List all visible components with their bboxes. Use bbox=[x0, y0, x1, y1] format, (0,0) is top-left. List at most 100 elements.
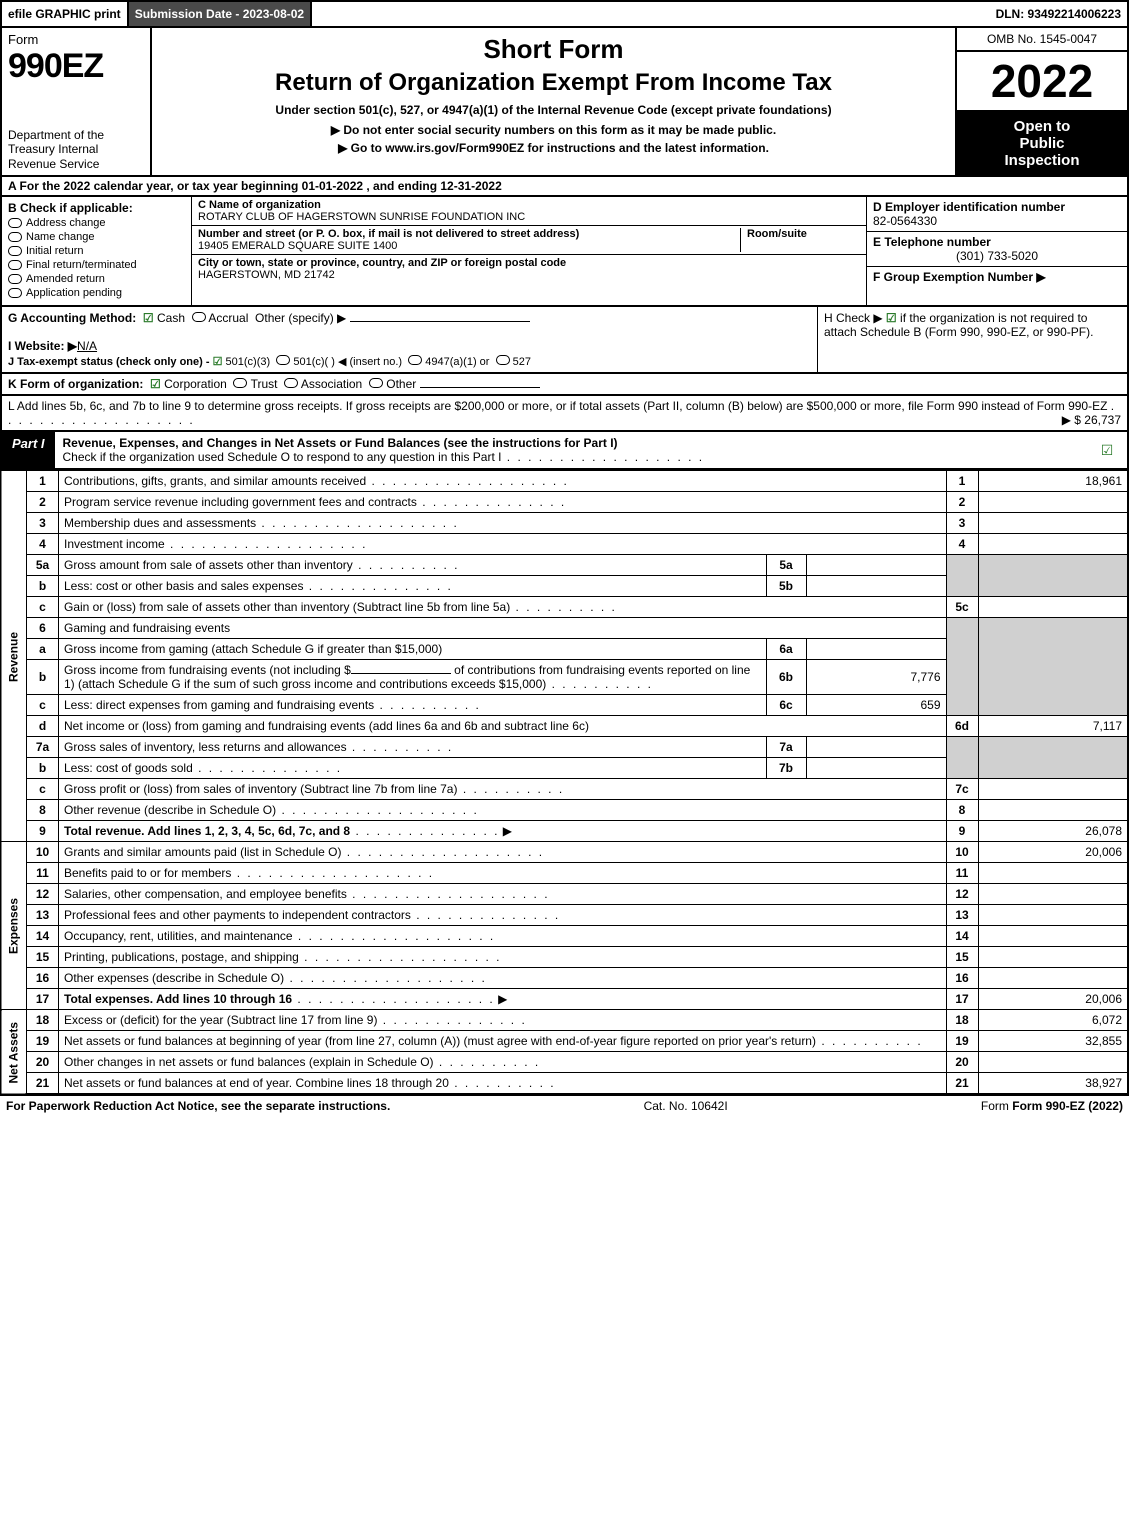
ln-6d: d bbox=[27, 716, 59, 737]
footer-left: For Paperwork Reduction Act Notice, see … bbox=[6, 1099, 390, 1113]
line-1-desc: Contributions, gifts, grants, and simila… bbox=[64, 474, 366, 488]
line-2-desc: Program service revenue including govern… bbox=[64, 495, 417, 509]
part-1-checkbox[interactable]: ☑ bbox=[1087, 432, 1127, 468]
shade-7 bbox=[946, 737, 978, 779]
ln-4: 4 bbox=[27, 534, 59, 555]
efile-print[interactable]: efile GRAPHIC print bbox=[2, 2, 129, 26]
lncol-11: 11 bbox=[946, 863, 978, 884]
short-form-title: Short Form bbox=[162, 34, 945, 65]
lbl-application-pending: Application pending bbox=[26, 287, 122, 299]
line-6c-subamt: 659 bbox=[806, 695, 946, 716]
lncol-3: 3 bbox=[946, 513, 978, 534]
ln-1: 1 bbox=[27, 471, 59, 492]
open-line3: Inspection bbox=[961, 152, 1123, 169]
form-table: Revenue 1 Contributions, gifts, grants, … bbox=[0, 470, 1129, 1095]
line-21-amt: 38,927 bbox=[978, 1073, 1128, 1095]
lncol-4: 4 bbox=[946, 534, 978, 555]
ln-6c: c bbox=[27, 695, 59, 716]
lncol-14: 14 bbox=[946, 926, 978, 947]
ln-21: 21 bbox=[27, 1073, 59, 1095]
ln-5c: c bbox=[27, 597, 59, 618]
lncol-15: 15 bbox=[946, 947, 978, 968]
subln-6c: 6c bbox=[766, 695, 806, 716]
line-8-amt bbox=[978, 800, 1128, 821]
lncol-6d: 6d bbox=[946, 716, 978, 737]
chk-trust[interactable] bbox=[233, 378, 247, 388]
page-footer: For Paperwork Reduction Act Notice, see … bbox=[0, 1095, 1129, 1116]
header-left: Form 990EZ Department of the Treasury In… bbox=[2, 28, 152, 175]
chk-address-change[interactable] bbox=[8, 218, 22, 228]
line-14-amt bbox=[978, 926, 1128, 947]
ln-6b: b bbox=[27, 660, 59, 695]
k-assoc: Association bbox=[301, 377, 362, 391]
line-7c-amt bbox=[978, 779, 1128, 800]
return-title: Return of Organization Exempt From Incom… bbox=[162, 69, 945, 97]
ln-6a: a bbox=[27, 639, 59, 660]
city-label: City or town, state or province, country… bbox=[198, 257, 566, 269]
e-phone-label: E Telephone number bbox=[873, 235, 991, 249]
shade-6 bbox=[946, 618, 978, 716]
ln-15: 15 bbox=[27, 947, 59, 968]
line-6d-desc: Net income or (loss) from gaming and fun… bbox=[64, 719, 589, 733]
chk-501c3-icon: ☑ bbox=[213, 356, 223, 368]
chk-application-pending[interactable] bbox=[8, 288, 22, 298]
chk-other-org[interactable] bbox=[369, 378, 383, 388]
lncol-10: 10 bbox=[946, 842, 978, 863]
l-text: L Add lines 5b, 6c, and 7b to line 9 to … bbox=[8, 399, 1107, 413]
chk-cash-icon: ☑ bbox=[143, 311, 154, 325]
subln-6b: 6b bbox=[766, 660, 806, 695]
ln-20: 20 bbox=[27, 1052, 59, 1073]
k-corp: Corporation bbox=[164, 377, 227, 391]
open-line1: Open to bbox=[961, 118, 1123, 135]
lbl-address-change: Address change bbox=[26, 217, 106, 229]
lncol-12: 12 bbox=[946, 884, 978, 905]
subln-7b: 7b bbox=[766, 758, 806, 779]
top-bar: efile GRAPHIC print Submission Date - 20… bbox=[0, 0, 1129, 28]
line-18-amt: 6,072 bbox=[978, 1010, 1128, 1031]
chk-h-icon: ☑ bbox=[886, 311, 897, 325]
line-15-amt bbox=[978, 947, 1128, 968]
chk-527[interactable] bbox=[496, 355, 510, 365]
line-10-amt: 20,006 bbox=[978, 842, 1128, 863]
header-center: Short Form Return of Organization Exempt… bbox=[152, 28, 957, 175]
line-21-desc: Net assets or fund balances at end of ye… bbox=[64, 1076, 449, 1090]
part-1-sub: Check if the organization used Schedule … bbox=[63, 450, 502, 464]
chk-corp-icon: ☑ bbox=[150, 377, 161, 391]
ln-5b: b bbox=[27, 576, 59, 597]
chk-initial-return[interactable] bbox=[8, 246, 22, 256]
chk-name-change[interactable] bbox=[8, 232, 22, 242]
c-name-label: C Name of organization bbox=[198, 199, 321, 211]
j-501c3: 501(c)(3) bbox=[226, 356, 271, 368]
row-a-tax-year: A For the 2022 calendar year, or tax yea… bbox=[0, 177, 1129, 197]
tax-year: 2022 bbox=[957, 52, 1127, 112]
chk-4947[interactable] bbox=[408, 355, 422, 365]
line-13-amt bbox=[978, 905, 1128, 926]
lncol-8: 8 bbox=[946, 800, 978, 821]
chk-accrual[interactable] bbox=[192, 312, 206, 322]
chk-501c[interactable] bbox=[276, 355, 290, 365]
chk-assoc[interactable] bbox=[284, 378, 298, 388]
part-1-header: Part I Revenue, Expenses, and Changes in… bbox=[0, 432, 1129, 470]
g-accrual: Accrual bbox=[208, 311, 248, 325]
omb-number: OMB No. 1545-0047 bbox=[957, 28, 1127, 52]
goto-link[interactable]: ▶ Go to www.irs.gov/Form990EZ for instru… bbox=[162, 141, 945, 155]
part-1-label: Part I bbox=[2, 432, 55, 468]
shade-5-amt bbox=[978, 555, 1128, 597]
line-2-amt bbox=[978, 492, 1128, 513]
line-16-desc: Other expenses (describe in Schedule O) bbox=[64, 971, 284, 985]
section-k: K Form of organization: ☑ Corporation Tr… bbox=[0, 374, 1129, 396]
subln-7a: 7a bbox=[766, 737, 806, 758]
addr-label: Number and street (or P. O. box, if mail… bbox=[198, 228, 579, 240]
line-10-desc: Grants and similar amounts paid (list in… bbox=[64, 845, 341, 859]
line-16-amt bbox=[978, 968, 1128, 989]
chk-amended-return[interactable] bbox=[8, 274, 22, 284]
chk-final-return[interactable] bbox=[8, 260, 22, 270]
lbl-amended-return: Amended return bbox=[26, 273, 105, 285]
shade-5 bbox=[946, 555, 978, 597]
dln: DLN: 93492214006223 bbox=[990, 2, 1127, 26]
line-3-amt bbox=[978, 513, 1128, 534]
line-6b-pre: Gross income from fundraising events (no… bbox=[64, 663, 351, 677]
revenue-vlabel: Revenue bbox=[1, 471, 27, 842]
org-address: 19405 EMERALD SQUARE SUITE 1400 bbox=[198, 240, 397, 252]
submission-date: Submission Date - 2023-08-02 bbox=[129, 2, 312, 26]
